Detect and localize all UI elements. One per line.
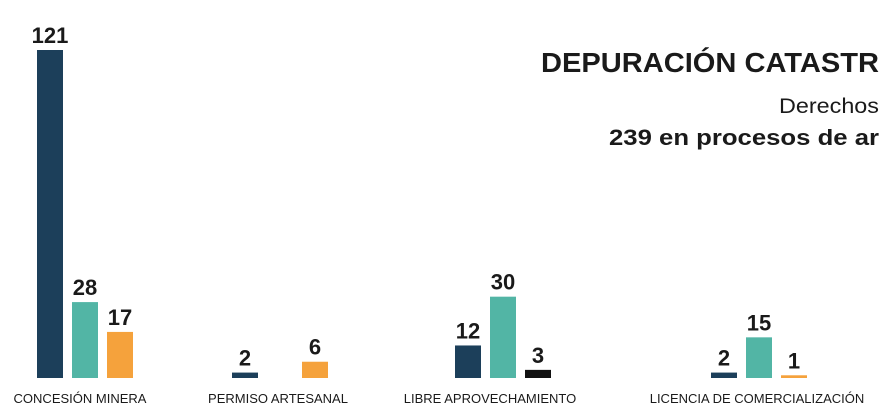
bar [746, 337, 772, 378]
value-label: 121 [32, 23, 69, 48]
bar [711, 372, 737, 378]
value-label: 6 [309, 335, 321, 360]
bar [37, 50, 63, 378]
bar [232, 372, 258, 378]
bar [781, 375, 807, 378]
annotation: 239 en procesos de ar [609, 125, 879, 150]
value-label: 1 [788, 348, 800, 373]
value-label: 2 [718, 346, 730, 371]
value-label: 3 [532, 343, 544, 368]
value-label: 12 [456, 318, 480, 343]
x-tick-label: CONCESIÓN MINERA [14, 391, 147, 406]
value-label: 15 [747, 310, 771, 335]
value-label: 28 [73, 275, 97, 300]
bar [525, 369, 551, 378]
subtitle: Derechos [779, 95, 879, 118]
bar [72, 302, 98, 378]
chart-title: DEPURACIÓN CATASTR [541, 47, 879, 78]
value-label: 17 [108, 305, 132, 330]
bar [455, 345, 481, 378]
value-label: 2 [239, 346, 251, 371]
x-tick-label: PERMISO ARTESANAL [208, 391, 348, 406]
x-tick-label: LIBRE APROVECHAMIENTO [404, 391, 576, 406]
bar [302, 361, 328, 378]
bar [490, 296, 516, 378]
bar [107, 331, 133, 378]
value-label: 30 [491, 270, 515, 295]
x-tick-label: LICENCIA DE COMERCIALIZACIÓN [650, 391, 865, 406]
